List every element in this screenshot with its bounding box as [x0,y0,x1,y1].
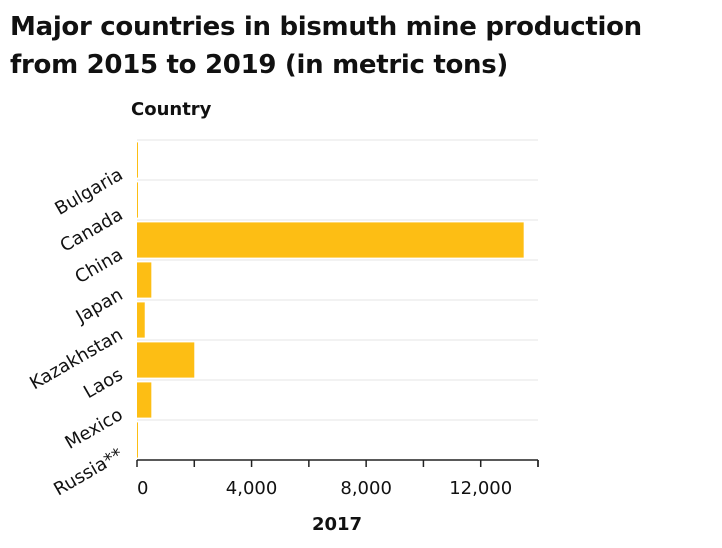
chart-title: Major countries in bismuth mine producti… [10,12,642,80]
bar [137,342,195,378]
grid-lines [137,139,538,461]
x-axis-label: 2017 [312,514,362,535]
bar [137,382,152,418]
bars [137,142,524,458]
category-label: Japan [72,284,127,328]
category-label: Laos [80,364,126,403]
bar [137,302,145,338]
bar [137,262,152,298]
bar [137,182,138,218]
bar [137,142,138,178]
x-tick-label: 12,000 [449,478,512,499]
x-tick-label: 8,000 [340,478,392,499]
bar [137,422,138,458]
y-axis-label: Country [131,99,212,120]
x-tick-label: 4,000 [226,478,278,499]
x-axis: 0 4,000 8,000 12,000 [136,459,539,499]
bar [137,222,524,258]
category-labels: BulgariaCanadaChinaJapanKazakhstanLaosMe… [26,164,126,500]
category-label: Russia** [50,444,126,500]
category-label: China [71,244,126,288]
x-tick-label: 0 [137,478,148,499]
